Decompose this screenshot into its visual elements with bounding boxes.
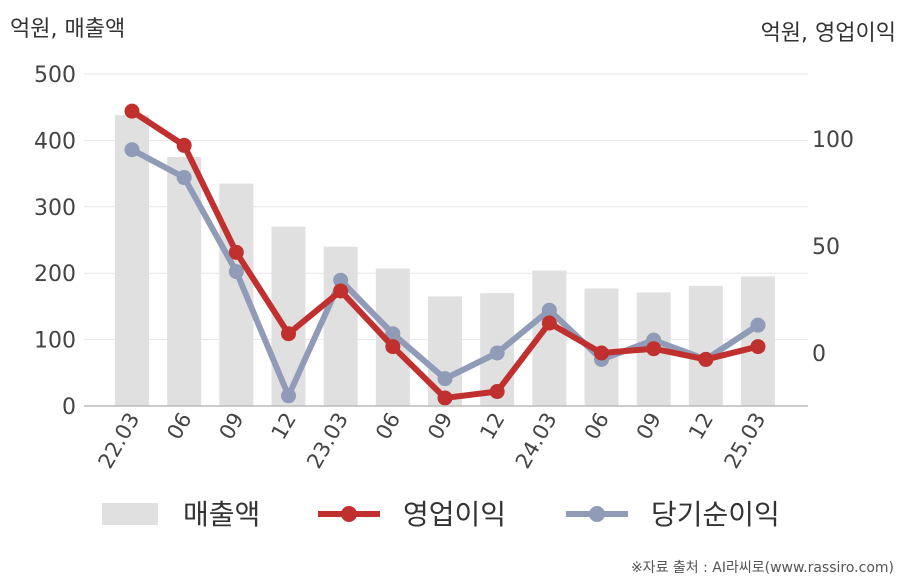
- point-operating-profit-09: [437, 390, 453, 406]
- x-tick-label: 23.03: [302, 409, 353, 473]
- legend-marker-operating-profit: [341, 506, 357, 522]
- x-tick-label: 25.03: [719, 409, 770, 473]
- x-tick-label: 12: [475, 408, 509, 443]
- left-tick-label: 0: [62, 395, 76, 420]
- right-axis-unit: 억원, 영업이익: [761, 21, 896, 46]
- point-operating-profit-09: [228, 244, 244, 260]
- point-operating-profit-24.03: [541, 315, 557, 331]
- left-axis-unit: 억원, 매출액: [10, 17, 125, 42]
- point-net-income-24.03: [541, 302, 557, 318]
- x-tick-label: 22.03: [93, 409, 144, 473]
- right-tick-label: 50: [812, 235, 840, 260]
- right-tick-label: 100: [812, 128, 854, 153]
- bar-revenue-23.03: [323, 246, 358, 406]
- point-operating-profit-12: [281, 326, 296, 342]
- legend-label-operating-profit: 영업이익: [403, 498, 506, 531]
- x-tick-label: 06: [580, 409, 614, 444]
- point-net-income-25.03: [750, 317, 766, 333]
- x-tick-label: 09: [215, 409, 249, 444]
- point-net-income-12: [281, 388, 296, 404]
- left-tick-label: 100: [34, 329, 76, 354]
- x-tick-label: 06: [371, 409, 405, 444]
- right-axis-ticks: 0 50 100: [812, 128, 854, 367]
- profit-lines: [124, 103, 766, 406]
- legend: 매출액 영업이익 당기순이익: [102, 498, 780, 531]
- point-operating-profit-12: [698, 351, 714, 367]
- x-tick-label: 09: [632, 409, 666, 444]
- x-tick-label: 24.03: [511, 409, 562, 473]
- point-net-income-09: [228, 264, 244, 280]
- x-tick-label: 12: [684, 409, 718, 444]
- legend-label-net-income: 당기순이익: [651, 498, 780, 531]
- x-axis-ticks: 22.03 06 09 12 23.03 06 09 12 24.03 06 09 12 25.03: [93, 408, 770, 472]
- x-tick-label: 09: [423, 409, 457, 444]
- x-tick-label: 06: [162, 409, 196, 444]
- point-net-income-06: [176, 170, 192, 186]
- bar-revenue-22.03: [115, 115, 149, 406]
- revenue-bars: [115, 115, 775, 406]
- point-operating-profit-06: [385, 339, 401, 355]
- x-tick-label: 12: [267, 409, 301, 444]
- point-net-income-06: [385, 326, 401, 342]
- right-tick-label: 0: [812, 342, 826, 367]
- left-tick-label: 200: [34, 262, 76, 287]
- source-credit: ※자료 출처 : AI라씨로(www.rassiro.com): [631, 560, 894, 576]
- point-operating-profit-23.03: [333, 283, 349, 299]
- point-net-income-22.03: [124, 142, 140, 158]
- point-operating-profit-06: [176, 137, 192, 153]
- left-axis-ticks: 0 100 200 300 400 500: [34, 63, 76, 420]
- left-tick-label: 400: [34, 129, 76, 154]
- point-net-income-09: [437, 371, 453, 387]
- grid-lines: [84, 73, 808, 341]
- point-operating-profit-12: [489, 384, 505, 400]
- left-tick-label: 300: [34, 196, 76, 221]
- point-operating-profit-22.03: [124, 103, 140, 119]
- legend-swatch-revenue: [102, 503, 158, 525]
- point-net-income-23.03: [333, 272, 349, 288]
- point-operating-profit-09: [646, 341, 662, 357]
- legend-label-revenue: 매출액: [183, 498, 260, 531]
- bar-revenue-12: [688, 285, 723, 406]
- point-operating-profit-25.03: [750, 339, 766, 355]
- legend-marker-net-income: [589, 506, 605, 522]
- left-tick-label: 500: [34, 63, 76, 88]
- point-net-income-12: [489, 345, 505, 361]
- point-operating-profit-06: [594, 345, 609, 361]
